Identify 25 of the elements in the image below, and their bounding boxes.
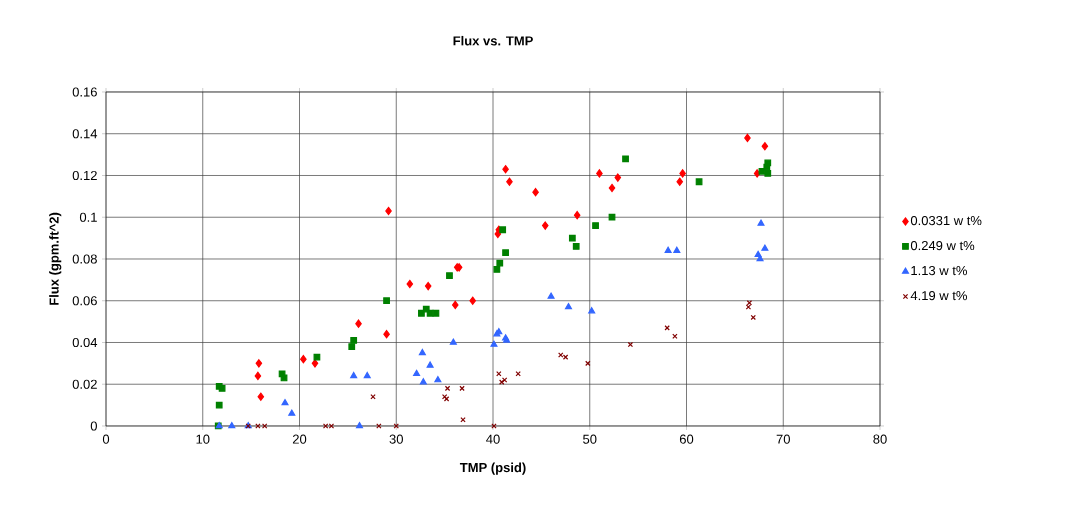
y-tick-label: 0.02 [72, 379, 97, 389]
x-tick-label: 40 [486, 434, 500, 444]
y-tick-label: 0.1 [79, 212, 97, 222]
y-tick-label: 0.12 [72, 170, 97, 181]
y-tick-label: 0 [90, 421, 97, 431]
x-tick-label: 60 [679, 434, 694, 444]
x-tick-label: 0 [102, 434, 110, 444]
x-tick-label: 10 [196, 434, 210, 444]
x-tick-label: 20 [292, 434, 307, 444]
y-tick-label: 0.08 [72, 254, 97, 264]
legend-label: 0.0331 w t% [910, 215, 982, 226]
legend-label: 0.249 w t% [910, 240, 975, 251]
x-axis-title: TMP (psid) [459, 462, 526, 475]
y-tick-label: 0.16 [72, 87, 97, 97]
x-tick-label: 70 [776, 434, 790, 444]
x-tick-label: 80 [873, 434, 887, 444]
chart-title: Flux vs. TMP [453, 35, 533, 46]
legend-label: 1.13 w t% [911, 265, 967, 276]
y-tick-label: 0.04 [72, 337, 98, 348]
x-tick-label: 50 [583, 434, 597, 444]
y-tick-label: 0.06 [72, 296, 97, 306]
y-axis-title: Flux (gpm.ft^2) [49, 212, 62, 305]
legend-label: 4.19 w t% [910, 290, 967, 301]
y-tick-label: 0.14 [72, 129, 98, 139]
x-tick-label: 30 [389, 434, 403, 444]
